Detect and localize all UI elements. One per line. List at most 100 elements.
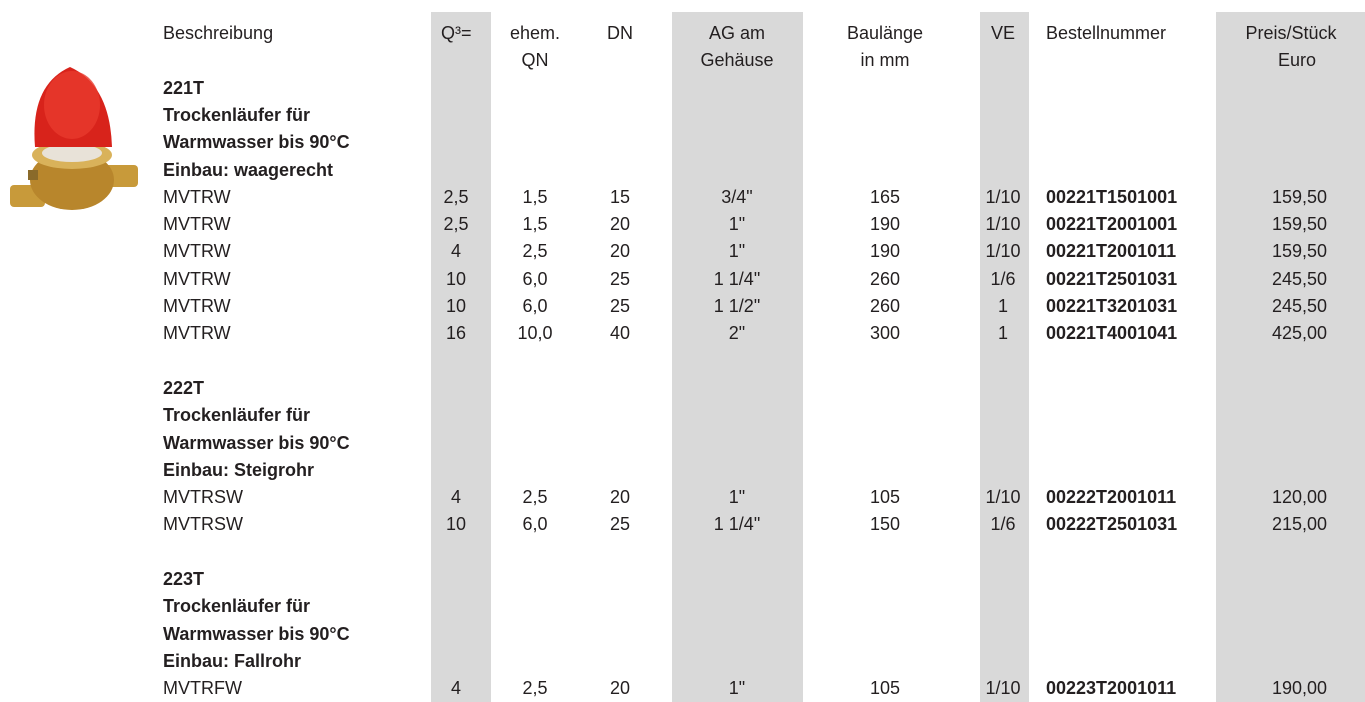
cell-text: Trockenläufer für	[163, 596, 311, 617]
cell-text: 4	[450, 241, 462, 262]
cell-text: 105	[869, 487, 901, 508]
cell-text: 260	[869, 296, 901, 316]
cell-text: 00221T4001041	[1046, 323, 1178, 344]
cell-text: ehem.	[509, 23, 561, 43]
cell-text: 00221T3201031	[1046, 296, 1178, 316]
cell-text: Q³=	[441, 23, 472, 43]
cell-text: 1/10	[985, 214, 1021, 235]
cell-text: 10	[445, 296, 467, 316]
cell-text: MVTRW	[163, 186, 231, 207]
cell-text: MVTRSW	[163, 487, 243, 508]
cell-text: 1/10	[985, 678, 1021, 699]
cell-text: 1	[997, 296, 1009, 316]
cell-text: 2,5	[522, 678, 548, 699]
column-shade	[431, 12, 491, 702]
cell-text: 1/6	[990, 514, 1016, 535]
cell-text: 425,00	[1271, 323, 1327, 344]
cell-text: 260	[869, 268, 901, 289]
cell-text: 1"	[728, 214, 746, 235]
cell-text: 20	[609, 214, 631, 235]
cell-text: MVTRW	[163, 296, 231, 316]
cell-text: 3/4"	[721, 186, 753, 207]
cell-text: 1 1/2"	[713, 296, 761, 316]
cell-text: 245,50	[1271, 268, 1327, 289]
cell-text: Warmwasser bis 90°C	[163, 432, 350, 453]
cell-text: 1/10	[985, 241, 1021, 262]
cell-text: 15	[609, 186, 631, 207]
cell-text: Einbau: Fallrohr	[163, 650, 302, 671]
cell-text: 1 1/4"	[713, 268, 761, 289]
cell-text: 20	[609, 241, 631, 262]
cell-text: 00221T2001011	[1046, 241, 1177, 262]
cell-text: 2"	[728, 323, 746, 344]
cell-text: 1,5	[522, 214, 548, 235]
cell-text: MVTRW	[163, 241, 231, 262]
cell-text: 4	[450, 678, 462, 699]
cell-text: Einbau: waagerecht	[163, 159, 334, 180]
cell-text: 16	[445, 323, 467, 344]
cell-text: MVTRW	[163, 323, 231, 344]
column-shade	[980, 12, 1029, 702]
cell-text: 6,0	[522, 268, 548, 289]
cell-text: 00221T2001001	[1046, 214, 1178, 235]
cell-text: MVTRW	[163, 214, 231, 235]
cell-text: 1"	[728, 241, 746, 262]
cell-text: 2,5	[443, 214, 469, 235]
cell-text: 223T	[163, 569, 205, 589]
cell-text: Preis/Stück	[1245, 23, 1337, 43]
cell-text: 1"	[728, 678, 746, 699]
cell-text: 1 1/4"	[713, 514, 761, 535]
cell-text: 4	[450, 487, 462, 508]
cell-text: VE	[990, 23, 1016, 43]
cell-text: 00222T2001011	[1046, 487, 1177, 508]
cell-text: 159,50	[1271, 214, 1327, 235]
cell-text: MVTRSW	[163, 514, 243, 535]
cell-text: 159,50	[1271, 186, 1327, 207]
cell-text: 245,50	[1271, 296, 1327, 316]
cell-text: 190	[869, 214, 901, 235]
cell-text: 10,0	[517, 323, 553, 344]
cell-text: 1,5	[522, 186, 548, 207]
cell-text: 1	[997, 323, 1009, 344]
cell-text: 2,5	[522, 241, 548, 262]
cell-text: Warmwasser bis 90°C	[163, 132, 350, 153]
cell-text: 1/10	[985, 186, 1021, 207]
cell-text: 25	[609, 514, 631, 535]
column-shade	[1216, 12, 1365, 702]
cell-text: 165	[869, 186, 901, 207]
cell-text: 150	[869, 514, 901, 535]
cell-text: 1/6	[990, 268, 1016, 289]
cell-text: 159,50	[1271, 241, 1327, 262]
cell-text: Einbau: Steigrohr	[163, 459, 315, 480]
cell-text: 2,5	[522, 487, 548, 508]
cell-text: 2,5	[443, 186, 469, 207]
cell-text: QN	[521, 50, 549, 71]
cell-text: AG am	[708, 23, 766, 43]
cell-text: Trockenläufer für	[163, 405, 311, 426]
cell-text: 25	[609, 268, 631, 289]
cell-text: 222T	[163, 377, 205, 398]
cell-text: 00223T2001011	[1046, 678, 1177, 699]
cell-text: Euro	[1277, 50, 1317, 71]
cell-text: 6,0	[522, 296, 548, 316]
cell-text: 6,0	[522, 514, 548, 535]
cell-text: Warmwasser bis 90°C	[163, 623, 350, 644]
cell-text: 40	[609, 323, 631, 344]
cell-text: MVTRFW	[163, 678, 242, 699]
cell-text: 120,00	[1271, 487, 1327, 508]
cell-text: 10	[445, 514, 467, 535]
column-shade	[672, 12, 803, 702]
cell-text: Trockenläufer für	[163, 104, 311, 125]
water-meter-image	[10, 67, 138, 210]
cell-text: 20	[609, 487, 631, 508]
cell-text: 00222T2501031	[1046, 514, 1178, 535]
cell-text: 00221T2501031	[1046, 268, 1178, 289]
cell-text: 190,00	[1271, 678, 1327, 699]
cell-text: 1"	[728, 487, 746, 508]
cell-text: in mm	[860, 50, 910, 71]
cell-text: Baulänge	[846, 23, 924, 43]
cell-text: Bestellnummer	[1046, 23, 1167, 43]
cell-text: 10	[445, 268, 467, 289]
cell-text: 25	[609, 296, 631, 316]
